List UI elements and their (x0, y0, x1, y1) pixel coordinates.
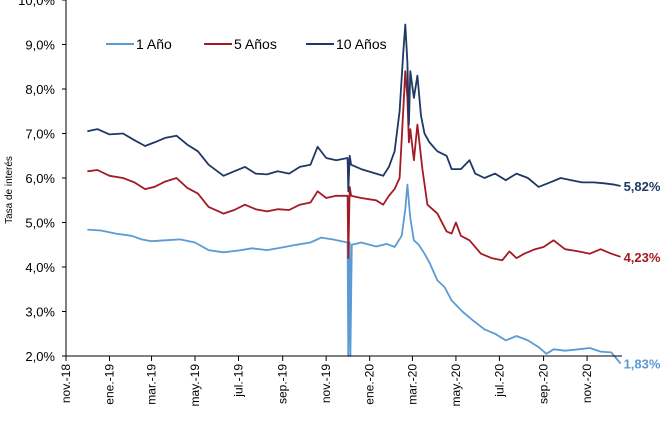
series-end-label: 1,83% (624, 357, 661, 372)
y-axis-label: Tasa de interés (4, 156, 15, 224)
y-tick-label: 10,0% (18, 0, 55, 8)
x-tick-label: sep.-20 (537, 364, 551, 404)
legend-label: 5 Años (234, 36, 277, 52)
series-end-label: 4,23% (624, 250, 661, 265)
series-end-label: 5,82% (624, 179, 661, 194)
x-tick-label: ene.-20 (363, 364, 377, 405)
legend-label: 10 Años (336, 36, 387, 52)
x-tick-label: sep.-19 (276, 364, 290, 404)
x-tick-label: nov.-19 (319, 364, 333, 403)
y-tick-label: 9,0% (25, 38, 55, 53)
legend: 1 Año 5 Años 10 Años (106, 36, 387, 52)
y-tick-label: 8,0% (25, 82, 55, 97)
plot-area: 1,83% 4,23% 5,82% (87, 25, 660, 372)
x-tick-label: mar.-20 (405, 364, 419, 405)
y-tick-label: 5,0% (25, 216, 55, 231)
y-tick-label: 6,0% (25, 171, 55, 186)
x-tick-label: jul.-20 (492, 364, 506, 398)
legend-label: 1 Año (136, 36, 172, 52)
x-tick-label: may.-19 (188, 364, 202, 407)
x-tick-label: ene.-19 (102, 364, 116, 405)
y-tick-label: 4,0% (25, 260, 55, 275)
y-tick-label: 2,0% (25, 349, 55, 364)
y-tick-label: 3,0% (25, 305, 55, 320)
axes: 2,0% 3,0% 4,0% 5,0% 6,0% 7,0% 8,0% 9,0% 10,0% nov… (18, 0, 622, 406)
y-tick-label: 7,0% (25, 127, 55, 142)
series-line (87, 185, 620, 364)
x-tick-label: nov.-20 (580, 364, 594, 403)
x-tick-label: nov.-18 (59, 364, 73, 403)
x-tick-label: may.-20 (449, 364, 463, 407)
x-tick-label: jul.-19 (232, 364, 246, 398)
x-tick-label: mar.-19 (145, 364, 159, 405)
